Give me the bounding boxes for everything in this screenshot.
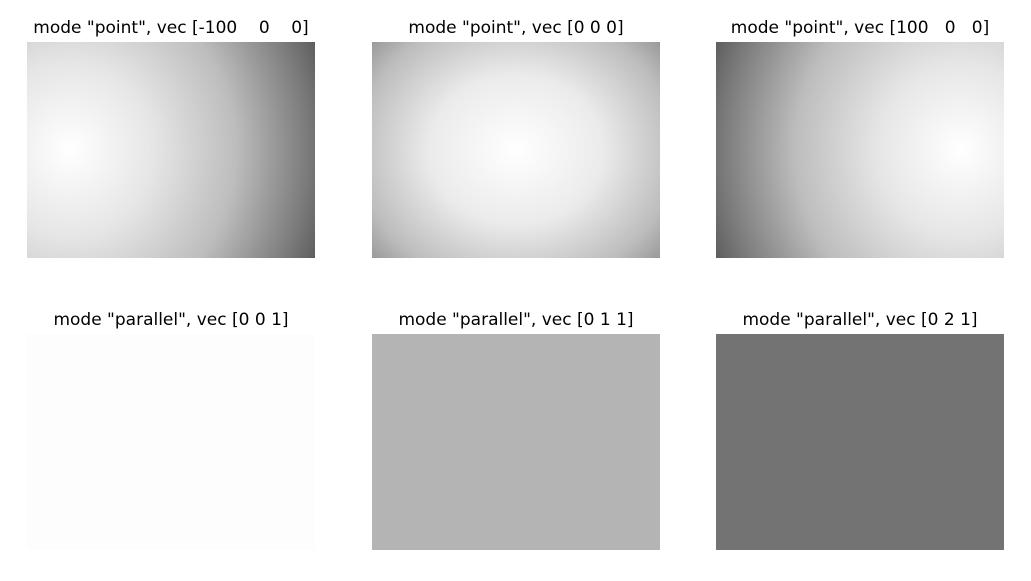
shading-image bbox=[27, 334, 315, 550]
panel-title: mode "point", vec [-100 0 0] bbox=[33, 18, 309, 38]
shading-image bbox=[372, 334, 660, 550]
panel-title: mode "point", vec [0 0 0] bbox=[408, 18, 624, 38]
panel-title: mode "parallel", vec [0 2 1] bbox=[742, 310, 978, 330]
shading-image bbox=[716, 42, 1004, 258]
shading-image bbox=[372, 42, 660, 258]
panel-title: mode "point", vec [100 0 0] bbox=[730, 18, 990, 38]
panel-title: mode "parallel", vec [0 1 1] bbox=[398, 310, 634, 330]
shading-image bbox=[27, 42, 315, 258]
shading-image bbox=[716, 334, 1004, 550]
panel-title: mode "parallel", vec [0 0 1] bbox=[53, 310, 289, 330]
